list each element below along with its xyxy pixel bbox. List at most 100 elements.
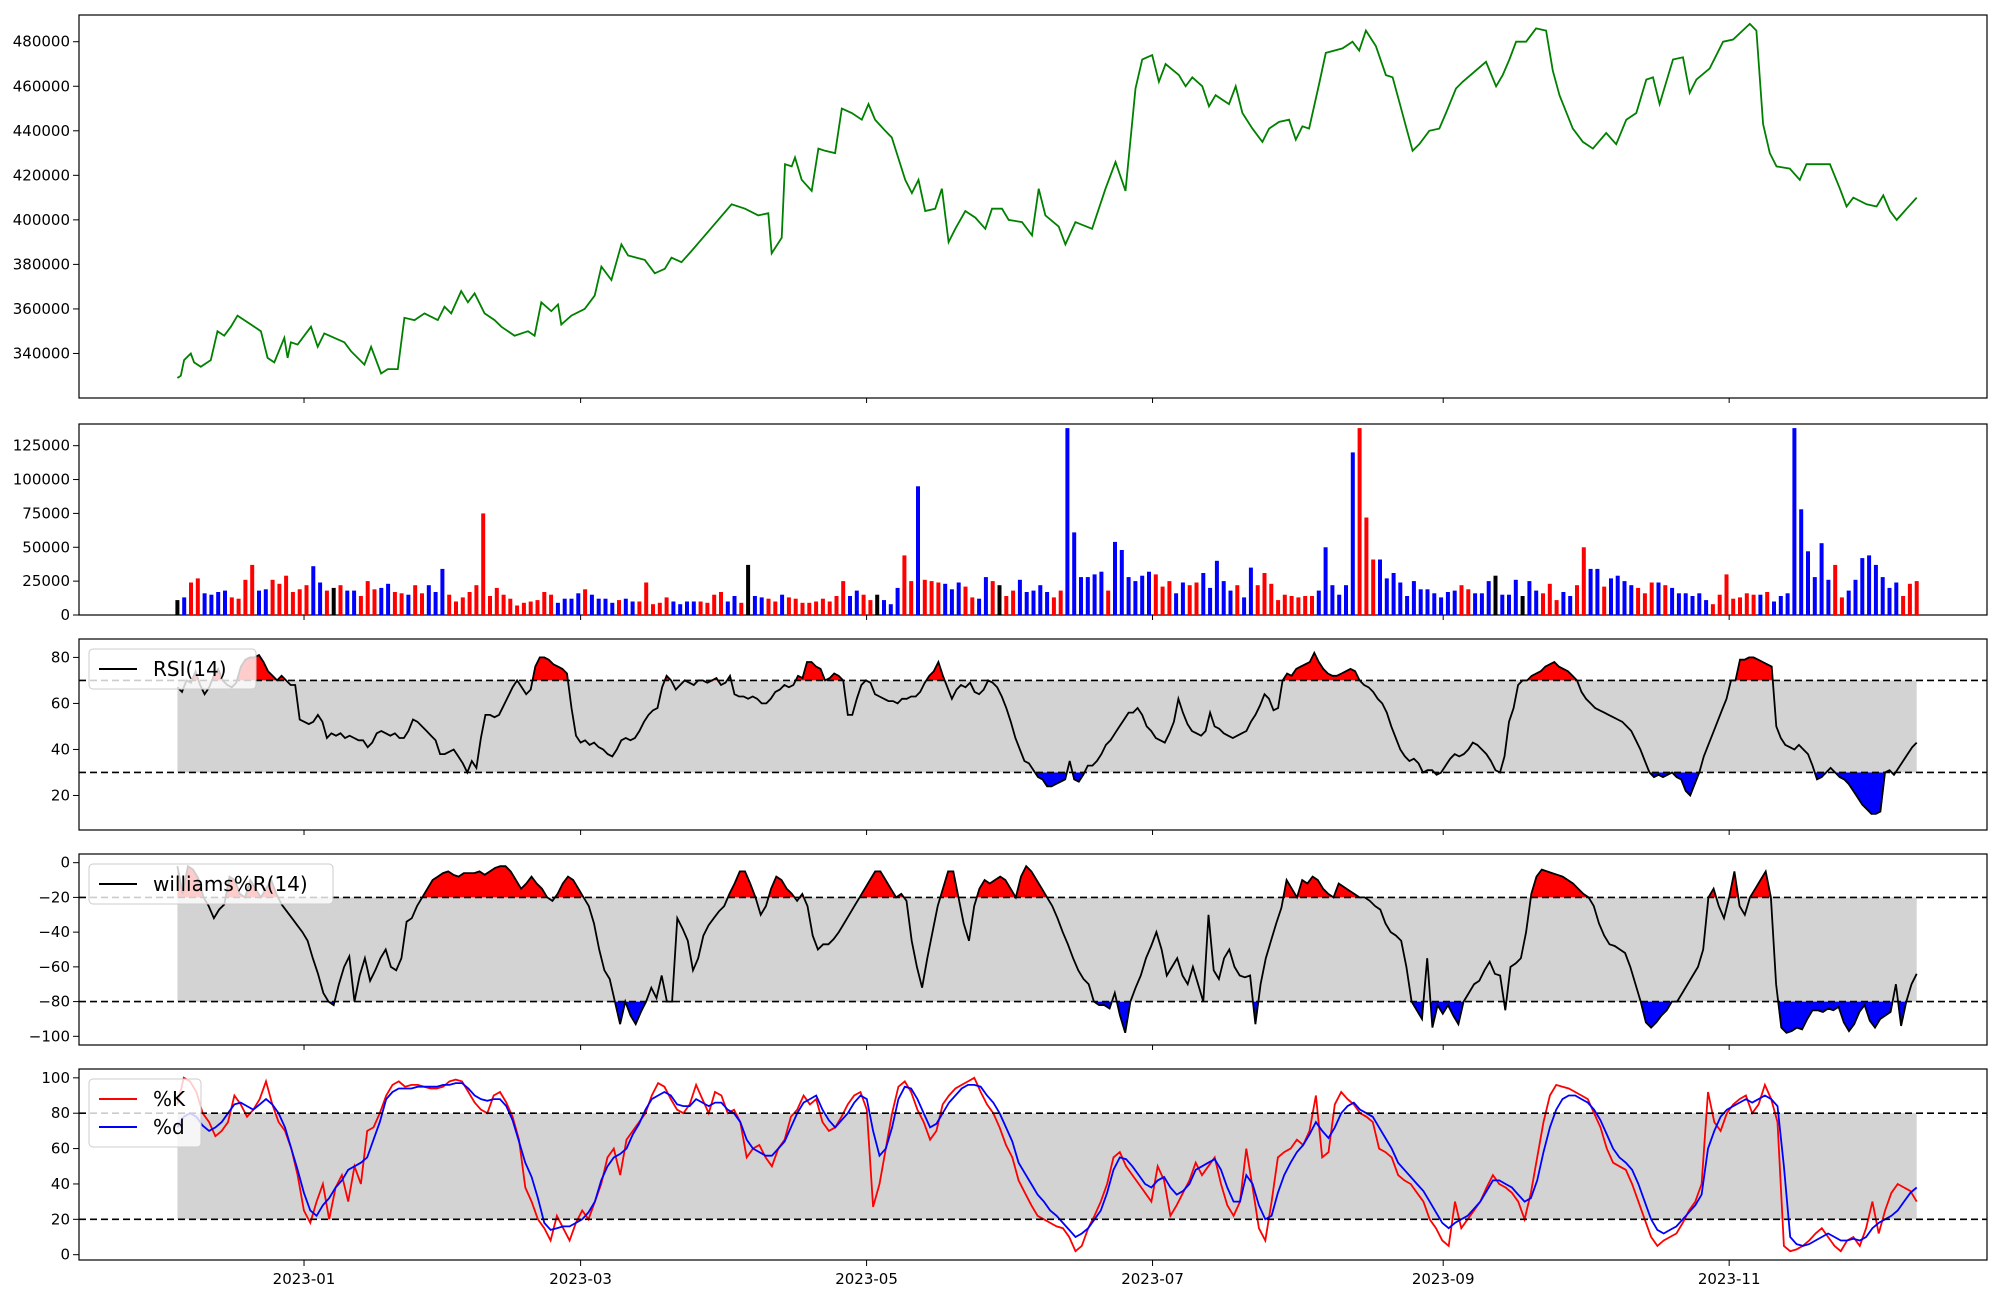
volume-bar xyxy=(1316,590,1321,615)
volume-bar xyxy=(854,590,859,615)
volume-bar xyxy=(1568,596,1573,615)
volume-bar xyxy=(1085,577,1090,615)
volume-bar xyxy=(338,585,343,615)
volume-bar xyxy=(1031,590,1036,615)
y-tick-label: 20 xyxy=(51,786,70,804)
volume-bar xyxy=(671,601,676,615)
volume-bar xyxy=(1072,532,1077,615)
volume-bar xyxy=(623,598,628,615)
volume-bar xyxy=(1765,592,1770,615)
price-line xyxy=(176,22,1918,379)
volume-bar xyxy=(814,601,819,615)
volume-bar xyxy=(182,597,187,615)
volume-bar xyxy=(1520,596,1525,615)
volume-bar xyxy=(1887,587,1892,615)
volume-bar xyxy=(637,601,642,615)
volume-bar xyxy=(392,592,397,615)
volume-bar xyxy=(719,592,723,615)
volume-bar xyxy=(528,601,533,615)
stochastic-legend: %K %d xyxy=(88,1078,202,1148)
rsi-overbought-fill xyxy=(926,662,945,681)
volume-bar xyxy=(189,582,193,615)
rsi-overbought-fill xyxy=(532,657,568,681)
price-y-axis: 340000 360000 380000 400000 420000 440000 4600… xyxy=(13,33,79,362)
volume-bar xyxy=(1724,574,1729,615)
volume-bar xyxy=(868,600,873,615)
stochastic-y-axis: 0 20 40 60 80 100 xyxy=(41,1069,79,1264)
y-tick-label: 80 xyxy=(51,648,70,666)
volume-bar xyxy=(1547,583,1552,615)
volume-bar xyxy=(250,564,255,615)
volume-bar xyxy=(1425,589,1430,615)
legend-label: %K xyxy=(153,1087,186,1111)
volume-bar xyxy=(936,582,941,615)
volume-bar xyxy=(209,594,214,615)
volume-bar xyxy=(290,592,295,615)
x-tick-label: 2023-01 xyxy=(273,1270,336,1288)
williams-panel-frame xyxy=(78,853,1988,1046)
volume-bar xyxy=(1867,555,1872,615)
volume-bar xyxy=(1337,594,1342,615)
volume-bar xyxy=(1180,582,1185,615)
volume-bar xyxy=(1772,601,1776,615)
volume-bar xyxy=(1038,585,1043,615)
volume-bar xyxy=(678,604,683,615)
volume-bar xyxy=(1554,600,1559,615)
williams-oversold-fill xyxy=(1116,1001,1131,1033)
x-tick-label: 2023-11 xyxy=(1698,1270,1761,1288)
volume-bar xyxy=(1140,575,1145,615)
volume-bar xyxy=(685,601,689,615)
volume-bar xyxy=(583,589,588,615)
volume-bar xyxy=(1466,589,1471,615)
volume-bar xyxy=(372,589,377,615)
legend-label: williams%R(14) xyxy=(153,872,308,896)
volume-bar xyxy=(1493,575,1498,615)
volume-bar xyxy=(386,583,391,615)
volume-bar xyxy=(1051,597,1056,615)
volume-bar xyxy=(1119,550,1124,615)
volume-bar xyxy=(175,600,180,615)
volume-bar xyxy=(576,593,581,615)
volume-bar xyxy=(1418,589,1423,615)
price-panel-frame xyxy=(78,14,1988,399)
volume-bar xyxy=(304,585,309,615)
volume-bar xyxy=(1683,593,1688,615)
williams-overbought-fill xyxy=(859,871,897,898)
volume-bar xyxy=(413,585,418,615)
williams-legend: williams%R(14) xyxy=(88,863,334,905)
volume-bar xyxy=(1561,592,1566,615)
volume-bar xyxy=(1486,581,1491,615)
volume-bar xyxy=(752,596,757,615)
williams-overbought-fill xyxy=(1729,871,1739,898)
y-tick-label: 80 xyxy=(51,1104,70,1122)
volume-bar xyxy=(617,600,621,615)
volume-bar xyxy=(549,594,554,615)
volume-bar xyxy=(1133,581,1138,615)
volume-bar xyxy=(1819,543,1824,615)
volume-bar xyxy=(1500,594,1505,615)
volume-bar xyxy=(311,566,316,615)
volume-bar xyxy=(1527,581,1532,615)
volume-bar xyxy=(474,585,479,615)
stochastic-d-line xyxy=(176,1082,1918,1247)
legend-frame xyxy=(88,863,334,905)
volume-bar xyxy=(610,602,615,615)
volume-bar xyxy=(243,579,248,615)
volume-bar xyxy=(1609,578,1613,615)
volume-bar xyxy=(1147,571,1151,615)
volume-bar xyxy=(345,590,350,615)
volume-bar xyxy=(216,592,221,615)
volume-bar xyxy=(1242,597,1247,615)
stochastic-neutral-band xyxy=(177,1113,1917,1220)
volume-bar xyxy=(399,593,404,615)
williams-y-axis: −100 −80 −60 −40 −20 0 xyxy=(29,854,79,1045)
volume-bar xyxy=(1303,596,1308,615)
volume-bar xyxy=(1323,547,1328,615)
volume-bar xyxy=(1439,597,1444,615)
volume-bar xyxy=(1833,564,1838,615)
volume-bar xyxy=(454,601,458,615)
volume-bar xyxy=(1704,600,1709,615)
volume-bar xyxy=(1473,593,1478,615)
volume-bar xyxy=(1079,577,1083,615)
